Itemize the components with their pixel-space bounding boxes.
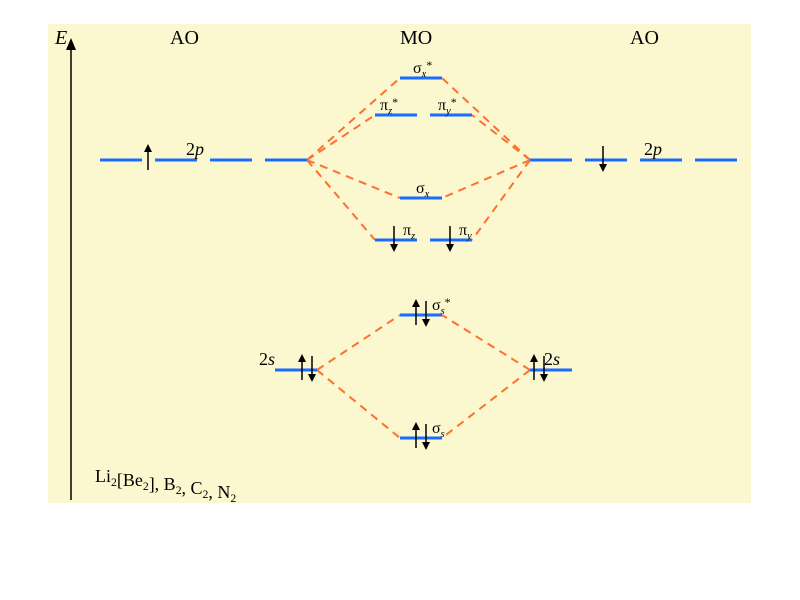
- correlation-lines: [307, 78, 530, 438]
- header-label: MO: [400, 27, 432, 49]
- electron-arrow: [412, 422, 420, 448]
- mo-diagram-svg: EAOMOAO2p2p2s2sσx*πz*πy*σxπzπyσs*σsLi2[B…: [48, 24, 751, 503]
- axis-label: E: [54, 27, 67, 49]
- dash-line: [307, 160, 400, 198]
- axis-arrowhead: [66, 38, 76, 50]
- electron-arrow: [530, 354, 538, 380]
- dash-line: [307, 160, 375, 240]
- level-label-ao_2p_L: 2p: [186, 139, 204, 159]
- dash-line: [442, 78, 530, 160]
- electron-arrow: [298, 354, 306, 380]
- level-label-ao_2s_L: 2s: [259, 349, 275, 369]
- dash-line: [442, 315, 530, 370]
- energy-axis: E: [54, 27, 76, 500]
- dash-line: [442, 160, 530, 198]
- header-label: AO: [170, 27, 199, 49]
- dash-line: [307, 115, 375, 160]
- dash-line: [442, 370, 530, 438]
- level-label-sigma_s_star: σs*: [432, 295, 451, 317]
- level-label-ao_2p_R: 2p: [644, 139, 662, 159]
- level-label-ao_2s_R: 2s: [544, 349, 560, 369]
- electron-arrow: [412, 299, 420, 325]
- caption: Li2[Be2], B2, C2, N2: [95, 466, 236, 503]
- dash-line: [307, 78, 400, 160]
- electron-arrow: [144, 144, 152, 170]
- diagram-panel: EAOMOAO2p2p2s2sσx*πz*πy*σxπzπyσs*σsLi2[B…: [48, 24, 751, 503]
- dash-line: [317, 315, 400, 370]
- dash-line: [317, 370, 400, 438]
- dash-line: [472, 115, 530, 160]
- header-label: AO: [630, 27, 659, 49]
- stage: EAOMOAO2p2p2s2sσx*πz*πy*σxπzπyσs*σsLi2[B…: [0, 0, 800, 600]
